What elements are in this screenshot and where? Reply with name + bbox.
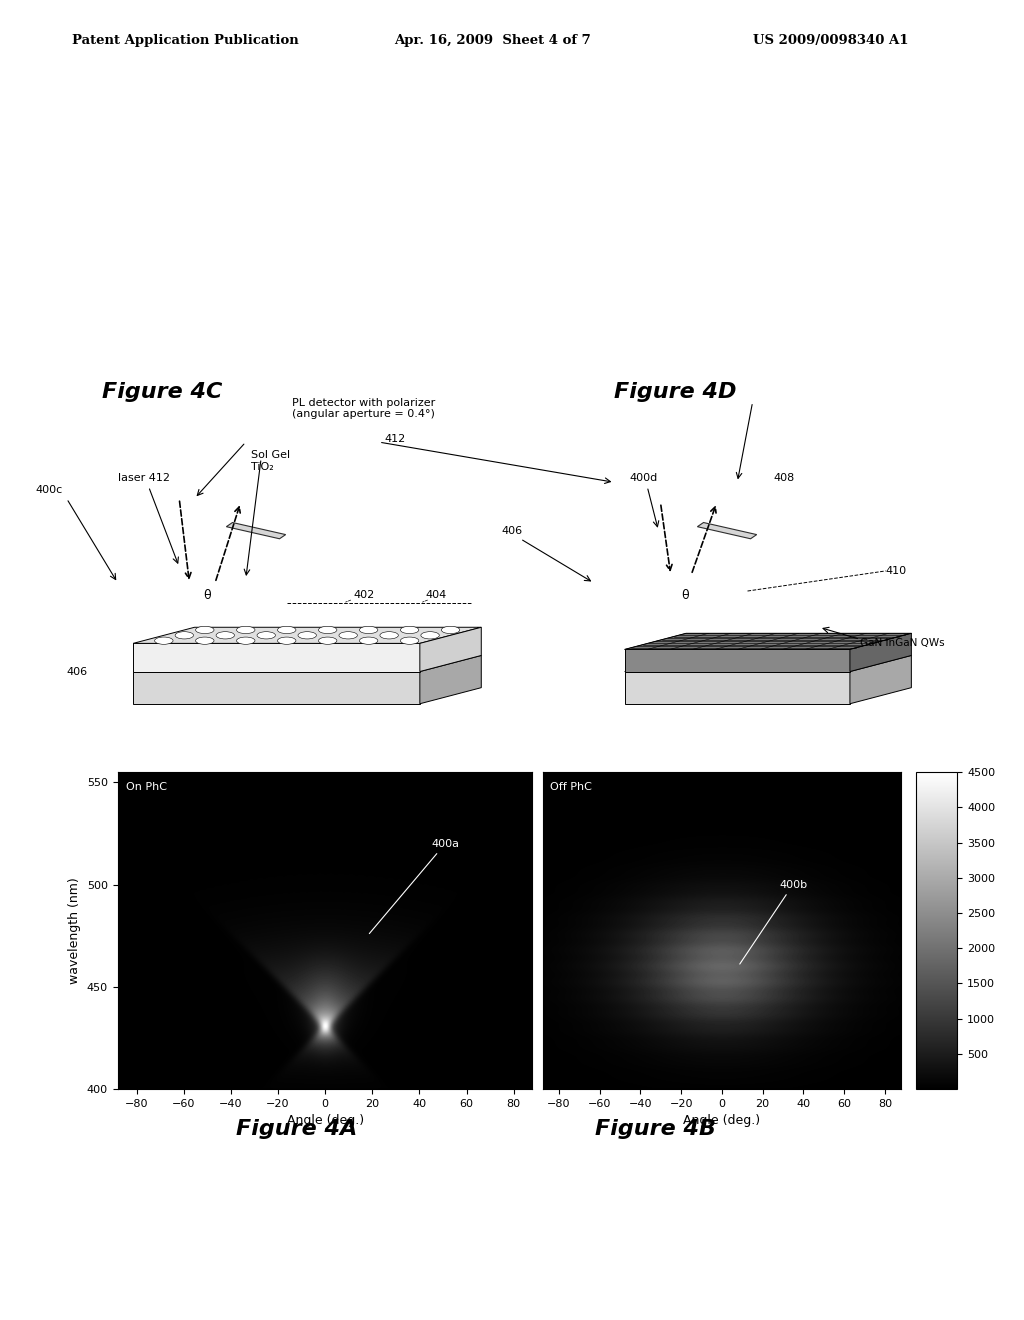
- Circle shape: [196, 638, 214, 644]
- Polygon shape: [133, 672, 420, 704]
- Text: Figure 4A: Figure 4A: [237, 1118, 357, 1139]
- Text: 400d: 400d: [630, 474, 658, 483]
- Circle shape: [196, 626, 214, 634]
- Text: 412: 412: [384, 434, 406, 444]
- Circle shape: [421, 632, 439, 639]
- Y-axis label: wavelength (nm): wavelength (nm): [69, 878, 81, 983]
- Circle shape: [278, 626, 296, 634]
- Text: 400a: 400a: [370, 838, 459, 933]
- Text: 402: 402: [353, 590, 375, 601]
- Polygon shape: [625, 672, 850, 704]
- Text: 400c: 400c: [36, 486, 63, 495]
- Circle shape: [278, 638, 296, 644]
- Circle shape: [298, 632, 316, 639]
- Polygon shape: [625, 656, 911, 672]
- Text: Patent Application Publication: Patent Application Publication: [72, 34, 298, 48]
- Polygon shape: [850, 634, 911, 672]
- Circle shape: [400, 638, 419, 644]
- X-axis label: Angle (deg.): Angle (deg.): [683, 1114, 761, 1127]
- Text: 404: 404: [425, 590, 446, 601]
- Circle shape: [400, 626, 419, 634]
- Circle shape: [237, 626, 255, 634]
- Polygon shape: [625, 649, 850, 672]
- Text: 410: 410: [886, 566, 907, 576]
- Text: Figure 4D: Figure 4D: [614, 381, 737, 401]
- Text: GaN InGaN QWs: GaN InGaN QWs: [860, 639, 945, 648]
- Text: PL detector with polarizer
(angular aperture = 0.4°): PL detector with polarizer (angular aper…: [292, 397, 435, 420]
- Circle shape: [339, 632, 357, 639]
- Polygon shape: [133, 643, 420, 672]
- Circle shape: [318, 638, 337, 644]
- Text: US 2009/0098340 A1: US 2009/0098340 A1: [753, 34, 908, 48]
- Text: Figure 4C: Figure 4C: [102, 381, 223, 401]
- Circle shape: [155, 638, 173, 644]
- Circle shape: [216, 632, 234, 639]
- Circle shape: [359, 638, 378, 644]
- Text: 406: 406: [502, 525, 523, 536]
- Text: On PhC: On PhC: [126, 781, 167, 792]
- Polygon shape: [625, 634, 911, 649]
- Circle shape: [237, 638, 255, 644]
- Text: 400b: 400b: [739, 879, 807, 964]
- Circle shape: [359, 626, 378, 634]
- Polygon shape: [133, 656, 481, 672]
- Text: Figure 4B: Figure 4B: [595, 1118, 716, 1139]
- Text: 408: 408: [773, 474, 795, 483]
- Circle shape: [441, 626, 460, 634]
- Polygon shape: [420, 656, 481, 704]
- Text: laser 412: laser 412: [118, 474, 170, 483]
- Text: Off PhC: Off PhC: [550, 781, 592, 792]
- Circle shape: [257, 632, 275, 639]
- Text: Apr. 16, 2009  Sheet 4 of 7: Apr. 16, 2009 Sheet 4 of 7: [394, 34, 591, 48]
- Polygon shape: [420, 627, 481, 672]
- Polygon shape: [850, 656, 911, 704]
- Polygon shape: [226, 523, 286, 539]
- Text: θ: θ: [203, 589, 210, 602]
- Text: Sol Gel
TiO₂: Sol Gel TiO₂: [251, 450, 290, 471]
- Text: θ: θ: [681, 589, 688, 602]
- Text: 406: 406: [67, 667, 88, 677]
- Circle shape: [318, 626, 337, 634]
- Circle shape: [380, 632, 398, 639]
- Polygon shape: [697, 523, 757, 539]
- X-axis label: Angle (deg.): Angle (deg.): [287, 1114, 364, 1127]
- Polygon shape: [133, 627, 481, 643]
- Circle shape: [175, 632, 194, 639]
